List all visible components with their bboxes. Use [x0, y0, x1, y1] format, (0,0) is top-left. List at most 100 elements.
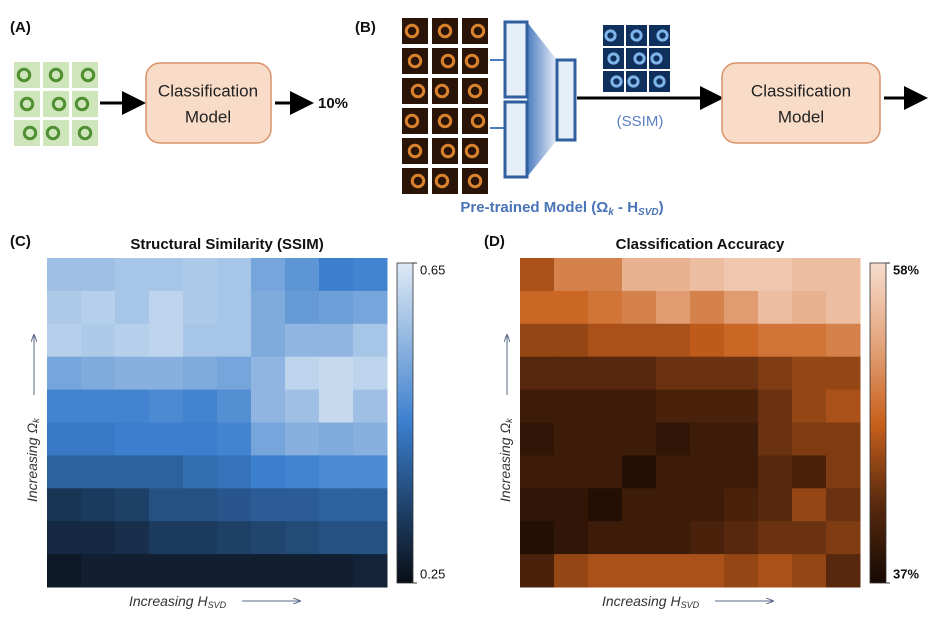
heatmap-cell: [319, 258, 354, 292]
colorbar: [396, 262, 414, 584]
heatmap-cell: [520, 389, 555, 423]
heatmap-cell: [588, 521, 623, 555]
heatmap-cell: [792, 389, 827, 423]
heatmap-cell: [47, 521, 82, 555]
heatmap-cell: [319, 488, 354, 522]
heatmap-cell: [319, 554, 354, 588]
heatmap-cell: [622, 554, 657, 588]
heatmap-cell: [115, 290, 150, 325]
thumbnail-detail: [410, 173, 426, 189]
heatmap-panel: (C) Structural Similarity (SSIM) 0.65 0.25 I…: [10, 233, 445, 610]
heatmap-cell: [115, 488, 150, 522]
heatmap-cell: [285, 258, 320, 292]
thumbnail: [43, 62, 69, 88]
heatmap-cell: [622, 521, 657, 555]
heatmap-cell: [826, 258, 861, 292]
heatmap-cell: [319, 389, 354, 423]
heatmap-cell: [81, 290, 116, 325]
thumbnail-detail: [22, 125, 38, 141]
text-part: Increasing Ω: [497, 423, 513, 502]
heatmap-cell: [792, 290, 827, 325]
colorbar-tick-label: 0.65: [420, 262, 445, 277]
heatmap-cell: [826, 290, 861, 325]
heatmap-cell: [217, 422, 252, 456]
heatmap-cell: [758, 356, 793, 391]
heatmap-cell: [149, 258, 184, 292]
heatmap-cell: [588, 290, 623, 325]
heatmap-cell: [217, 323, 252, 358]
heatmap-cell: [826, 356, 861, 391]
box-text: Classification: [751, 81, 851, 100]
heatmap-cell: [183, 521, 218, 555]
heatmap-cell: [826, 488, 861, 522]
heatmap-cell: [149, 488, 184, 522]
subscript: k: [608, 207, 614, 218]
thumbnail-detail: [16, 67, 32, 83]
thumbnail: [462, 78, 488, 104]
heatmap-cell: [792, 356, 827, 391]
heatmap-cell: [588, 258, 623, 292]
heatmap-cell: [353, 290, 388, 325]
thumbnail-detail: [610, 75, 623, 88]
thumbnail: [432, 18, 458, 44]
heatmap-cell: [758, 488, 793, 522]
heatmap-cell: [792, 323, 827, 358]
heatmap-cell: [183, 258, 218, 292]
network-layer: [503, 20, 529, 99]
network-layer: [503, 100, 529, 179]
heatmap-cell: [319, 521, 354, 555]
heatmap-cell: [353, 323, 388, 358]
thumbnail: [462, 168, 488, 194]
heatmap-cell: [622, 356, 657, 391]
heatmap-cell: [183, 554, 218, 588]
subscript: SVD: [681, 600, 700, 610]
heatmap-cell: [251, 521, 286, 555]
heatmap-cell: [724, 521, 759, 555]
panel-label: (B): [355, 19, 376, 36]
heatmap-cell: [520, 521, 555, 555]
heatmap-cell: [622, 389, 657, 423]
panel-label: (A): [10, 19, 31, 36]
colorbar-tick-label: 37%: [893, 566, 919, 581]
heatmap-cell: [588, 554, 623, 588]
panel-title: Classification Accuracy: [616, 236, 785, 253]
metric: (SSIM): [617, 113, 664, 130]
heatmap-cell: [115, 323, 150, 358]
box-text: Classification: [158, 81, 258, 100]
heatmap-cell: [758, 258, 793, 292]
heatmap-cell: [724, 554, 759, 588]
heatmap-cell: [690, 290, 725, 325]
heatmap-cell: [251, 258, 286, 292]
model-box: [145, 62, 272, 144]
heatmap-cell: [826, 422, 861, 456]
heatmap-cell: [285, 488, 320, 522]
output: 10%: [318, 95, 348, 112]
heatmap-cell: [149, 389, 184, 423]
heatmap-cell: [656, 290, 691, 325]
heatmap-cell: [622, 422, 657, 456]
heatmap-cell: [724, 389, 759, 423]
heatmap-cell: [826, 554, 861, 588]
heatmap-cell: [724, 422, 759, 456]
thumbnail-detail: [77, 125, 93, 141]
heatmap-cell: [792, 258, 827, 292]
heatmap-cell: [353, 356, 388, 391]
thumbnail-detail: [633, 52, 646, 65]
heatmap-cell: [81, 488, 116, 522]
thumbnail-detail: [19, 96, 35, 112]
pretrained-label: Pre-trained Model (Ωk - HSVD): [460, 199, 663, 218]
heatmap-cell: [47, 290, 82, 325]
thumbnail-detail: [470, 113, 486, 129]
heatmap-cell: [251, 389, 286, 423]
heatmap-cell: [81, 389, 116, 423]
thumbnail-detail: [437, 113, 453, 129]
heatmap-cell: [826, 389, 861, 423]
thumbnail-detail: [45, 125, 61, 141]
panel-label: (D): [484, 233, 505, 250]
heatmap-cell: [690, 389, 725, 423]
heatmap-cell: [81, 554, 116, 588]
subscript: k: [31, 418, 41, 423]
heatmap-cell: [353, 455, 388, 489]
heatmap-cell: [251, 455, 286, 489]
heatmap-cell: [319, 323, 354, 358]
